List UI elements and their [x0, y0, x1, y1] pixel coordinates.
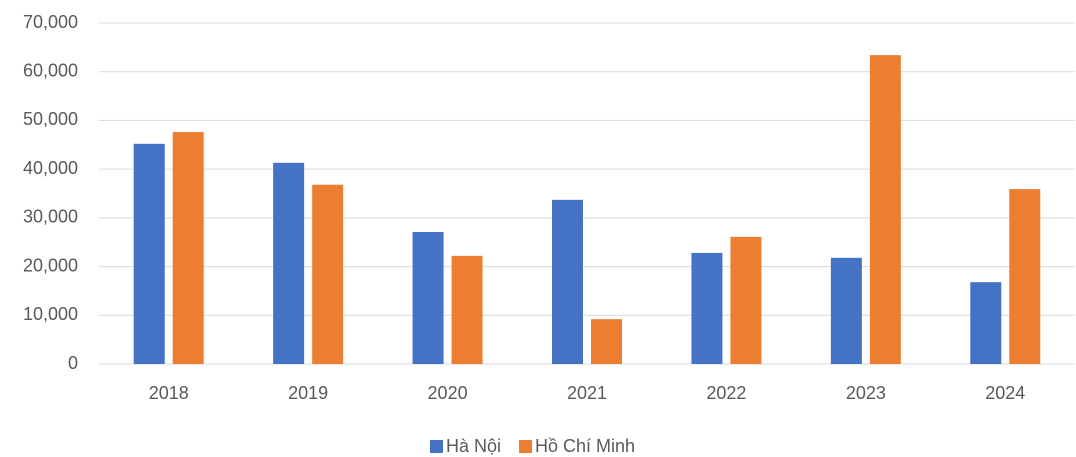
bar: [133, 143, 165, 364]
bar: [1009, 189, 1041, 364]
bar: [172, 132, 204, 364]
y-tick-label: 20,000: [23, 255, 78, 275]
y-tick-label: 70,000: [23, 12, 78, 32]
legend-label: Hồ Chí Minh: [535, 436, 635, 456]
legend-swatch: [519, 440, 533, 453]
x-tick-label: 2019: [288, 383, 328, 403]
y-tick-label: 30,000: [23, 207, 78, 227]
x-tick-label: 2020: [428, 383, 468, 403]
y-tick-label: 50,000: [23, 109, 78, 129]
bar: [451, 255, 483, 364]
bar: [830, 257, 862, 364]
x-tick-label: 2023: [846, 383, 886, 403]
bar: [970, 282, 1002, 364]
y-tick-label: 40,000: [23, 158, 78, 178]
bar: [730, 236, 762, 364]
bar: [869, 55, 901, 364]
x-tick-label: 2024: [985, 383, 1025, 403]
bar: [591, 319, 622, 364]
bar: [312, 184, 344, 364]
legend-label: Hà Nội: [446, 436, 501, 456]
bar: [552, 199, 583, 364]
legend-swatch: [430, 440, 443, 453]
y-tick-label: 60,000: [23, 60, 78, 80]
x-tick-label: 2021: [567, 383, 607, 403]
y-tick-label: 0: [68, 353, 78, 373]
x-tick-label: 2022: [706, 383, 746, 403]
bar: [691, 252, 723, 364]
y-tick-label: 10,000: [23, 304, 78, 324]
bar: [273, 162, 305, 364]
bar: [412, 231, 444, 364]
x-tick-label: 2018: [149, 383, 189, 403]
